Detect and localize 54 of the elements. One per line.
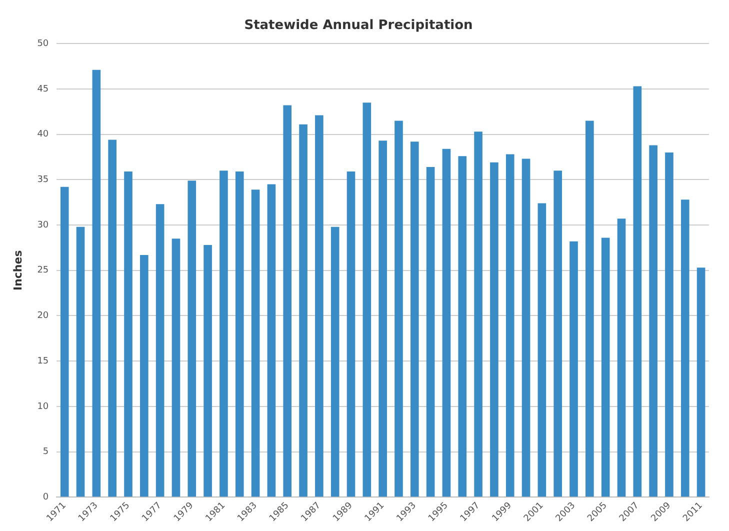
y-tick-label: 15 (37, 356, 49, 366)
bar (235, 172, 244, 497)
bar (156, 204, 164, 497)
y-tick-label: 40 (37, 130, 49, 140)
bar (522, 158, 530, 497)
y-tick-label: 30 (37, 220, 49, 230)
bar (680, 200, 690, 497)
chart-title: Statewide Annual Precipitation (244, 18, 473, 34)
bar (362, 102, 372, 497)
bar (554, 170, 562, 497)
y-tick-label: 25 (37, 266, 49, 276)
bar (220, 170, 228, 497)
bar (188, 180, 196, 497)
bar (330, 226, 340, 497)
bar (283, 105, 292, 497)
bar (410, 142, 419, 497)
bar (474, 132, 482, 497)
bar (633, 86, 642, 497)
bar (649, 145, 658, 497)
y-tick-label: 35 (37, 175, 49, 186)
y-tick-label: 5 (42, 447, 49, 458)
bar (538, 203, 546, 497)
bar (346, 172, 356, 497)
bar (394, 120, 403, 497)
y-tick-label: 20 (37, 311, 49, 322)
bar (490, 162, 498, 497)
bar (570, 241, 578, 497)
bar (378, 140, 387, 497)
bar (76, 226, 85, 497)
bar (92, 70, 101, 497)
bar (108, 140, 116, 497)
bar (251, 190, 260, 497)
bar (506, 154, 514, 497)
y-axis-title: Inches (11, 250, 24, 291)
bar (458, 156, 467, 497)
bar (617, 218, 626, 497)
y-tick-label: 0 (42, 492, 49, 503)
bar (172, 238, 180, 497)
bar (267, 184, 276, 497)
y-tick-label: 45 (37, 84, 49, 94)
bar (299, 124, 308, 497)
bar (124, 172, 132, 497)
y-tick-label: 50 (37, 38, 49, 49)
bar (140, 254, 148, 497)
bar (665, 152, 674, 497)
bar (696, 268, 706, 497)
bar (442, 148, 451, 497)
bar (60, 186, 69, 497)
bar (315, 115, 324, 497)
bar (601, 238, 610, 497)
bar (204, 244, 212, 497)
y-tick-label: 10 (37, 402, 49, 412)
bar (426, 166, 435, 497)
bar (586, 120, 594, 497)
